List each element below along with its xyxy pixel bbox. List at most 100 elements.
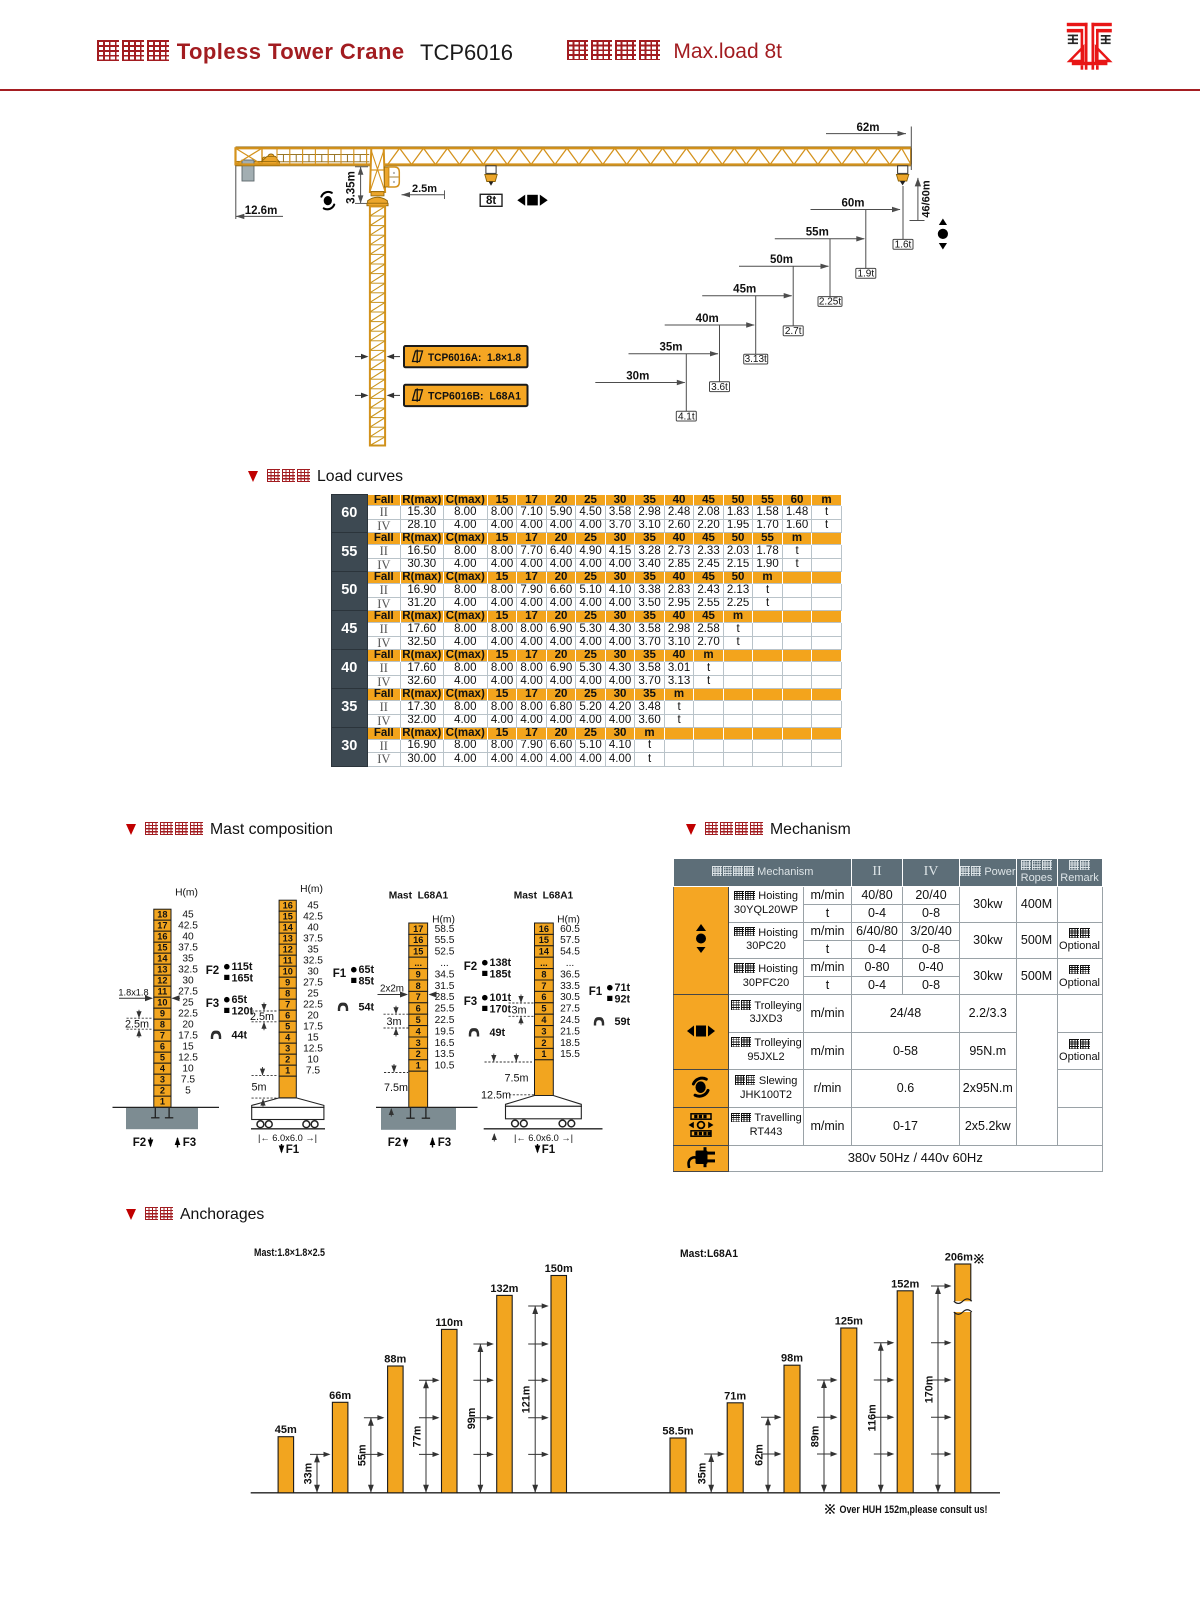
svg-text:49t: 49t: [490, 1027, 506, 1039]
svg-text:101t: 101t: [490, 992, 512, 1004]
svg-text:3: 3: [160, 1075, 165, 1085]
svg-text:×: ×: [393, 171, 396, 176]
svg-text:8: 8: [541, 969, 546, 979]
svg-text:18.5: 18.5: [560, 1038, 580, 1049]
svg-text:22.5: 22.5: [303, 1000, 323, 1011]
svg-text:F1: F1: [589, 986, 603, 998]
svg-text:F3: F3: [183, 1137, 196, 1149]
svg-text:15: 15: [539, 935, 549, 945]
svg-text:88m: 88m: [384, 1354, 406, 1366]
svg-text:1: 1: [285, 1066, 290, 1076]
svg-text:H(m): H(m): [300, 884, 323, 895]
svg-text:10: 10: [157, 998, 167, 1008]
svg-text:28.5: 28.5: [435, 992, 455, 1003]
svg-text:37.5: 37.5: [303, 934, 323, 945]
svg-text:1: 1: [416, 1061, 421, 1071]
svg-text:33m: 33m: [303, 1463, 315, 1485]
svg-text:35m: 35m: [659, 342, 682, 354]
svg-text:2x2m: 2x2m: [380, 984, 404, 995]
svg-text:F1: F1: [542, 1144, 556, 1156]
svg-text:1: 1: [541, 1049, 546, 1059]
svg-text:F3: F3: [464, 996, 477, 1008]
svg-text:|← 6.0x6.0 →|: |← 6.0x6.0 →|: [258, 1133, 317, 1143]
svg-text:65t: 65t: [359, 964, 375, 976]
svg-text:19.5: 19.5: [435, 1026, 455, 1037]
svg-text:40: 40: [182, 932, 194, 943]
svg-text:11: 11: [283, 956, 293, 966]
svg-text:5: 5: [416, 1015, 421, 1025]
svg-text:30: 30: [182, 976, 194, 987]
svg-text:66m: 66m: [329, 1390, 351, 1402]
svg-text:58.5m: 58.5m: [662, 1426, 693, 1438]
svg-text:5: 5: [160, 1053, 165, 1063]
svg-text:Over HUH 152m,please consult u: Over HUH 152m,please consult us!: [840, 1504, 988, 1516]
svg-text:44t: 44t: [232, 1030, 248, 1042]
svg-text:33.5: 33.5: [560, 981, 580, 992]
svg-text:Mast L68A1: Mast L68A1: [514, 891, 574, 902]
svg-text:8t: 8t: [486, 195, 496, 207]
svg-text:2.5m: 2.5m: [412, 183, 437, 195]
svg-text:42.5: 42.5: [303, 912, 323, 923]
svg-text:3: 3: [541, 1026, 546, 1036]
svg-text:5: 5: [541, 1004, 546, 1014]
svg-text:8: 8: [416, 981, 421, 991]
svg-text:24.5: 24.5: [560, 1015, 580, 1026]
svg-text:3.6t: 3.6t: [711, 382, 728, 393]
svg-text:65t: 65t: [232, 994, 248, 1006]
svg-text:1: 1: [160, 1097, 165, 1107]
svg-text:12: 12: [157, 976, 167, 986]
svg-text:16: 16: [539, 924, 549, 934]
svg-text:35: 35: [182, 954, 194, 965]
svg-text:...: ...: [540, 958, 548, 968]
svg-text:F3: F3: [206, 998, 219, 1010]
svg-text:11: 11: [158, 987, 168, 997]
svg-text:21.5: 21.5: [560, 1026, 580, 1037]
svg-text:99m: 99m: [466, 1408, 478, 1430]
svg-text:40: 40: [307, 923, 319, 934]
svg-text:125m: 125m: [835, 1316, 863, 1328]
svg-text:2.25t: 2.25t: [819, 297, 841, 308]
svg-text:34.5: 34.5: [435, 969, 455, 980]
svg-text:170m: 170m: [924, 1376, 936, 1404]
svg-text:7: 7: [285, 1000, 290, 1010]
svg-text:77m: 77m: [412, 1426, 424, 1448]
svg-text:37.5: 37.5: [178, 943, 198, 954]
svg-text:13: 13: [283, 934, 293, 944]
svg-text:7: 7: [541, 981, 546, 991]
svg-text:8: 8: [285, 989, 290, 999]
svg-text:Mast L68A1: Mast L68A1: [389, 891, 449, 902]
svg-text:57.5: 57.5: [560, 935, 580, 946]
svg-text:3.13t: 3.13t: [745, 354, 767, 365]
svg-text:22.5: 22.5: [435, 1015, 455, 1026]
svg-text:20: 20: [182, 1020, 194, 1031]
svg-text:7.5: 7.5: [181, 1075, 195, 1086]
svg-text:25.5: 25.5: [435, 1004, 455, 1015]
svg-text:152m: 152m: [891, 1278, 919, 1290]
svg-text:138t: 138t: [490, 957, 512, 969]
svg-text:12.6m: 12.6m: [245, 205, 278, 217]
svg-text:89m: 89m: [810, 1426, 822, 1448]
svg-text:58.5: 58.5: [435, 924, 455, 935]
svg-text:12.5: 12.5: [178, 1053, 198, 1064]
svg-text:F1: F1: [333, 968, 347, 980]
svg-text:10: 10: [307, 1055, 319, 1066]
svg-text:|← 6.0x6.0 →|: |← 6.0x6.0 →|: [514, 1133, 573, 1143]
svg-text:45m: 45m: [733, 284, 756, 296]
svg-text:27.5: 27.5: [178, 987, 198, 998]
svg-text:55m: 55m: [806, 227, 829, 239]
svg-text:H(m): H(m): [175, 888, 198, 899]
svg-text:22.5: 22.5: [178, 1009, 198, 1020]
svg-text:16: 16: [283, 901, 293, 911]
svg-text:2: 2: [160, 1086, 165, 1096]
svg-text:TCP6016A: 1.8×1.8: TCP6016A: 1.8×1.8: [428, 352, 521, 364]
svg-text:60.5: 60.5: [560, 924, 580, 935]
svg-text:13: 13: [157, 965, 167, 975]
svg-text:17: 17: [413, 924, 423, 934]
svg-text:62m: 62m: [754, 1444, 766, 1466]
svg-text:H(m): H(m): [432, 915, 455, 926]
svg-text:98m: 98m: [781, 1353, 803, 1365]
svg-text:10: 10: [182, 1064, 194, 1075]
svg-text:27.5: 27.5: [303, 978, 323, 989]
svg-text:15: 15: [283, 912, 293, 922]
svg-text:1.9t: 1.9t: [857, 268, 874, 279]
